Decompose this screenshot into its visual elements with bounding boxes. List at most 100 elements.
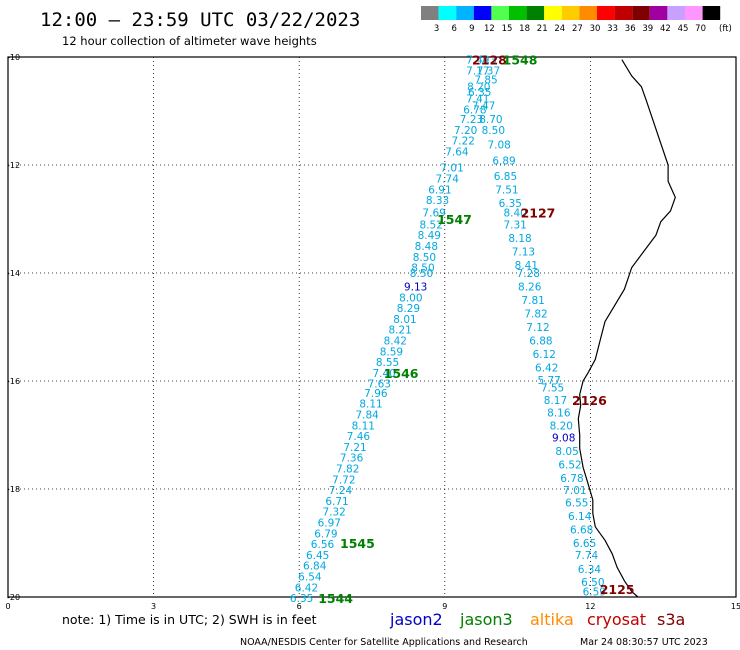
legend-swatch [667,6,685,20]
swh-value: 8.00 [399,292,422,304]
legend-swatch [579,6,597,20]
swh-value: 6.97 [318,517,341,529]
lon-tick-label: 15 [731,602,740,611]
swh-value: 8.29 [397,303,420,315]
swh-value: 6.85 [494,171,517,183]
swh-value: 7.46 [347,431,371,443]
swh-value: 9.13 [404,282,427,294]
legend-swatch [456,6,474,20]
swh-value: 7.85 [474,75,497,87]
swh-value: 7.49 [466,55,489,67]
credit-text: NOAA/NESDIS Center for Satellite Applica… [240,637,528,648]
swh-value: 6.35 [499,198,522,210]
swh-value: 7.81 [521,295,544,307]
swh-value: 7.21 [343,442,366,454]
lat-tick-label: -10 [7,53,20,62]
legend-swatch [614,6,633,20]
swh-value: 8.59 [380,346,403,358]
legend-tick-label: 12 [484,24,495,34]
swh-value: 8.55 [376,357,399,369]
swh-value: 7.36 [340,453,364,465]
legend-tick-label: 18 [519,24,530,34]
swh-value: 6.78 [560,473,583,485]
swh-value: 8.11 [352,420,375,432]
swh-value: 7.72 [332,474,355,486]
swh-value: 8.17 [544,395,567,407]
swh-value: 8.50 [411,263,434,275]
swh-value: 7.74 [436,174,460,186]
swh-value: 5.77 [537,375,560,387]
swh-value: 7.96 [364,388,388,400]
coastline [577,59,676,598]
legend-swatch [685,6,703,20]
wave-height-observations: 7.497.37.177.377.858.206.357.417.476.787… [290,55,606,605]
map-axis-labels: 0 3 6 9 12 15 -10 -12 -14 -16 -18 -20 [5,53,740,611]
swh-value: 8.52 [420,219,443,231]
swh-value: 6.71 [325,496,348,508]
swh-value: 8.11 [359,399,382,411]
swh-value: 7.32 [322,507,345,519]
swh-value: 7.74 [575,550,599,562]
satellite-key: jason2 jason3 altika cryosat s3a [389,610,685,629]
timestamp-text: Mar 24 08:30:57 UTC 2023 [580,637,708,648]
swh-value: 6.68 [570,525,593,537]
page-subtitle: 12 hour collection of altimeter wave hei… [62,34,317,48]
legend-swatch [544,6,562,20]
lat-tick-label: -12 [7,161,20,170]
swh-value: 6.35 [290,593,313,605]
pass-number-label: 1547 [437,212,472,227]
swh-value: 8.01 [393,314,416,326]
map-frame [7,56,737,598]
legend-tick-label: 9 [469,24,474,34]
swh-value: 7.37 [477,66,500,78]
swh-value: 7.51 [495,184,518,196]
swh-value: 9.08 [552,433,575,445]
legend-tick-label: 30 [590,24,601,34]
swh-value: 7.24 [329,485,353,497]
legend-swatch [597,6,615,20]
swh-value: 8.49 [418,230,441,242]
swh-value: 6.56 [311,539,335,551]
lon-tick-label: 3 [151,602,156,611]
legend-tick-label: 70 [695,24,706,34]
pass-number-label: 1548 [503,53,538,68]
swh-value: 8.42 [384,336,407,348]
swh-value: 6.54 [298,571,322,583]
swh-value: 8.41 [515,260,538,272]
lon-tick-label: 0 [5,602,10,611]
swh-value: 7.17 [466,66,489,78]
swh-value: 8.33 [426,195,449,207]
swh-value: 7.82 [336,463,359,475]
swh-value: 6.65 [573,538,596,550]
swh-value: 8.50 [410,268,433,280]
legend-tick-label: 15 [502,24,513,34]
legend-tick-label: 39 [642,24,653,34]
swh-value: 6.52 [558,460,581,472]
swh-value: 6.91 [428,184,451,196]
swh-value: 7.31 [503,219,526,231]
satellite-name-jason2: jason2 [389,610,443,629]
legend-tick-label: 24 [554,24,565,34]
pass-number-label: 1544 [318,591,353,606]
swh-value: 6.35 [468,87,491,99]
legend-tick-label: 45 [678,24,689,34]
lon-tick-label: 9 [442,602,447,611]
satellite-name-jason3: jason3 [459,610,513,629]
swh-value: 7.47 [472,101,495,113]
legend-swatch [473,6,492,20]
legend-swatch [491,6,509,20]
swh-value: 7.63 [368,379,391,391]
legend-swatch [702,6,721,20]
satellite-name-s3a: s3a [657,610,685,629]
swh-value: 7.55 [541,382,564,394]
swh-value: 6.59 [583,587,606,599]
swh-value: 7.40 [372,368,395,380]
footer-note: note: 1) Time is in UTC; 2) SWH is in fe… [62,612,317,627]
satellite-name-altika: altika [530,610,574,629]
swh-value: 6.42 [295,582,318,594]
swh-value: 8.26 [518,282,542,294]
swh-value: 7.28 [517,268,540,280]
swh-value: 7.3 [480,55,497,67]
